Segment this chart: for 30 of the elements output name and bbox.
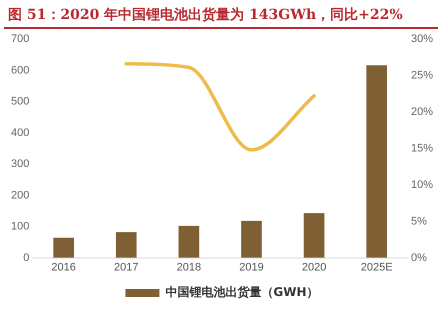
- y-tick-label: 200: [10, 189, 30, 202]
- legend-label: 中国锂电池出货量（GWH）: [165, 285, 319, 300]
- x-tick-label: 2018: [176, 261, 202, 274]
- y2-tick-label: 0%: [410, 252, 428, 264]
- bar: [366, 65, 388, 258]
- y2-tick-label: 20%: [410, 106, 434, 118]
- x-tick-label: 2016: [51, 261, 76, 274]
- bar: [241, 220, 262, 258]
- bar: [116, 232, 137, 258]
- x-tick-label: 2017: [114, 261, 139, 274]
- y2-tick-label: 30%: [410, 33, 434, 46]
- y-tick-label: 100: [10, 220, 30, 233]
- y2-tick-label: 15%: [410, 142, 434, 154]
- y2-tick-label: 25%: [410, 70, 434, 82]
- bar: [304, 213, 324, 258]
- x-tick-label: 2019: [239, 261, 264, 274]
- bar: [178, 226, 200, 258]
- bar: [53, 238, 74, 258]
- line-series: [124, 62, 316, 152]
- chart-title: 图 51：2020 年中国锂电池出货量为 143GWh，同比+22%: [4, 0, 438, 29]
- y2-tick-label: 10%: [410, 178, 434, 191]
- x-tick-label: 2020: [302, 261, 326, 274]
- y-tick-label: 500: [10, 96, 30, 108]
- y-tick-label: 0: [23, 252, 30, 264]
- y-tick-label: 300: [10, 158, 30, 170]
- y-tick-label: 400: [10, 126, 30, 139]
- y-tick-label: 700: [10, 33, 30, 46]
- y-tick-label: 600: [10, 64, 30, 76]
- y2-tick-label: 5%: [410, 215, 428, 228]
- x-tick-label: 2025E: [360, 261, 393, 274]
